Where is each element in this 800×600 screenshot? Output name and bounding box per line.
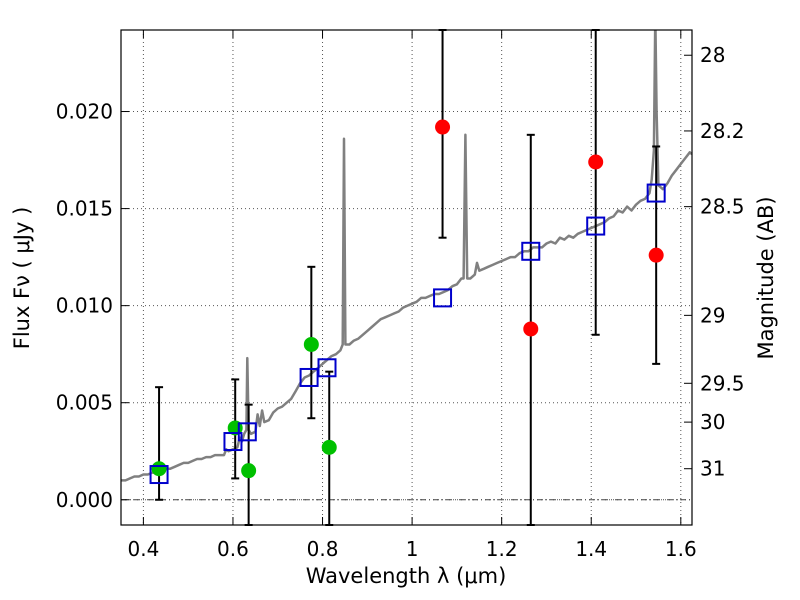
y2-tick-label: 31 [700, 457, 725, 481]
model-photometry-square [586, 216, 606, 236]
y-tick-label: 0.010 [56, 294, 113, 318]
y-axis-title: Flux Fν ( μJy ) [10, 207, 34, 350]
y-tick-label: 0.005 [56, 391, 113, 415]
model-spectrum-line [121, 30, 692, 482]
x-axis-title: Wavelength λ (μm) [306, 564, 507, 588]
tick-labels: 0.4 0.6 0.8 1 1.2 1.4 1.6 0.000 0.005 0.010 0.015 0… [56, 43, 745, 561]
model-photometry-square [299, 367, 319, 387]
y-tick-label: 0.020 [56, 100, 113, 124]
model-photometry-square [223, 432, 243, 452]
y-tick-label: 0.000 [56, 488, 113, 512]
x-tick-label: 0.4 [127, 537, 159, 561]
data-points [149, 119, 666, 485]
x-tick-label: 0.6 [217, 537, 249, 561]
model-spectrum [121, 30, 692, 482]
green-data-point [303, 336, 319, 352]
plot-border [120, 29, 693, 526]
y2-tick-label: 30 [700, 410, 725, 434]
y2-tick-label: 28.5 [700, 195, 745, 219]
x-tick-label: 1 [406, 537, 419, 561]
x-tick-label: 1.4 [575, 537, 607, 561]
plot-frame [120, 29, 693, 526]
red-data-point [588, 154, 604, 170]
x-tick-label: 0.8 [307, 537, 339, 561]
model-photometry-square [317, 358, 337, 378]
y2-tick-label: 29.5 [700, 371, 745, 395]
y2-axis-title: Magnitude (AB) [754, 196, 778, 359]
green-data-point [321, 439, 337, 455]
model-photometry-square [237, 422, 257, 442]
red-data-point [523, 321, 539, 337]
x-tick-label: 1.6 [665, 537, 697, 561]
model-photometry-square [149, 465, 169, 485]
y-tick-label: 0.015 [56, 197, 113, 221]
model-photometry-square [521, 241, 541, 261]
red-data-point [435, 119, 451, 135]
x-tick-label: 1.2 [486, 537, 518, 561]
green-data-point [241, 463, 257, 479]
y2-tick-label: 28.2 [700, 119, 745, 143]
red-data-point [648, 247, 664, 263]
grid [121, 30, 692, 525]
model-photometry-square [433, 288, 453, 308]
y2-tick-label: 29 [700, 303, 725, 327]
model-photometry-square [646, 183, 666, 203]
green-data-point [151, 461, 167, 477]
y2-tick-label: 28 [700, 43, 725, 67]
